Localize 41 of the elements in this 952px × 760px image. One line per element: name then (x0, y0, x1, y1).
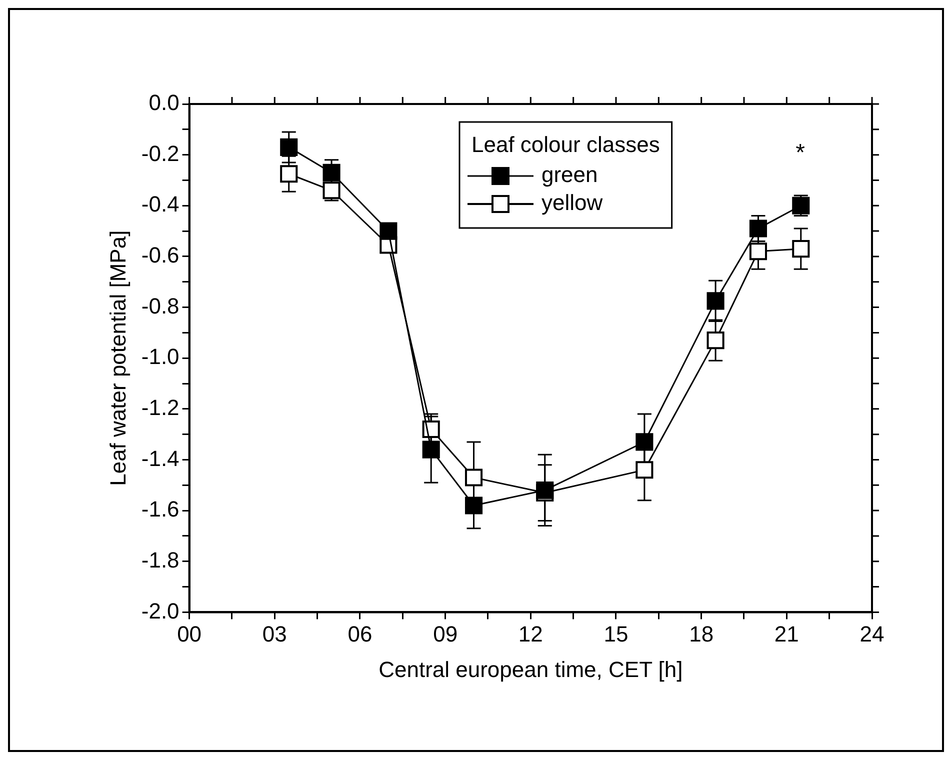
y-tick-label: -0.8 (141, 293, 180, 318)
point (322, 164, 340, 182)
x-tick-label: 12 (518, 621, 543, 646)
point (706, 332, 724, 350)
annotation: * (796, 140, 805, 167)
x-tick-label: 06 (348, 621, 372, 646)
y-tick-label: -1.6 (141, 496, 180, 522)
legend-label: green (541, 162, 598, 188)
y-tick-label: -2.0 (141, 598, 180, 624)
point (706, 292, 724, 310)
point (464, 496, 483, 514)
y-tick-label: -0.2 (141, 140, 180, 166)
y-tick-label: -0.4 (141, 192, 180, 217)
y-tick-label: -1.0 (141, 344, 180, 370)
y-axis-title: Leaf water potential [MPa] (105, 230, 130, 486)
legend-title: Leaf colour classes (471, 132, 660, 158)
point (422, 440, 440, 458)
point (636, 461, 654, 479)
y-tick-label: -1.4 (141, 446, 180, 471)
y-tick-label: 0.0 (148, 90, 180, 116)
point (536, 481, 554, 500)
legend-label: yellow (541, 190, 603, 216)
x-tick-label: 00 (177, 621, 202, 646)
y-tick-label: -1.8 (141, 547, 180, 572)
x-tick-label: 24 (860, 621, 884, 646)
point (636, 433, 654, 451)
point (280, 138, 298, 156)
y-tick-label: -0.6 (141, 242, 180, 268)
point (749, 242, 767, 260)
x-tick-label: 15 (604, 621, 628, 646)
x-tick-label: 09 (433, 621, 458, 646)
x-axis-title: Central european time, CET [h] (378, 656, 683, 682)
point (280, 165, 298, 183)
x-tick-label: 18 (689, 621, 714, 646)
point (464, 468, 483, 486)
x-tick-label: 21 (774, 621, 799, 646)
point (792, 240, 810, 258)
x-tick-label: 03 (262, 621, 287, 646)
point (749, 220, 767, 238)
point (380, 222, 398, 240)
y-tick-label: -1.2 (141, 394, 180, 420)
